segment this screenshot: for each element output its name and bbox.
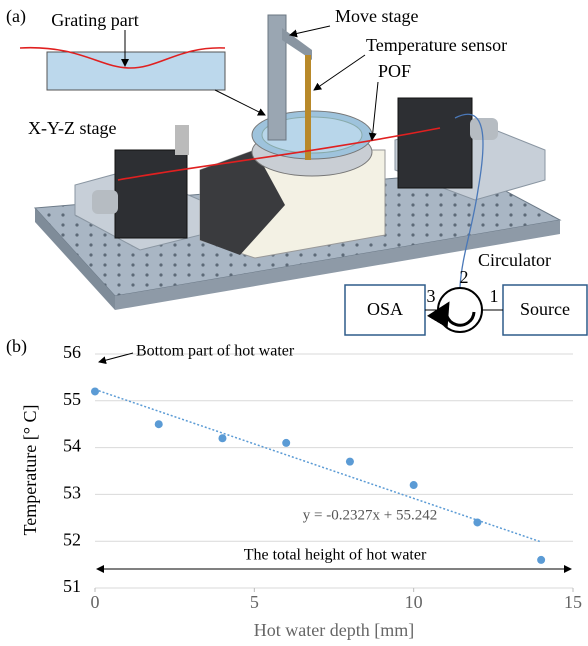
y-tick-label: 52: [63, 529, 81, 549]
data-point: [410, 481, 418, 489]
data-point: [346, 458, 354, 466]
label: Temperature sensor: [366, 35, 507, 55]
y-axis-label: Temperature [° C]: [20, 405, 40, 536]
box-label: Source: [520, 299, 570, 319]
annotation: The total height of hot water: [244, 547, 427, 564]
y-tick-label: 53: [63, 483, 81, 503]
data-point: [218, 434, 226, 442]
figure: (a) Grating part Move stage Temperature …: [0, 0, 588, 646]
panel-label: (b): [6, 336, 27, 357]
x-tick-label: 15: [564, 592, 582, 612]
label: X-Y-Z stage: [28, 118, 116, 138]
data-point: [155, 420, 163, 428]
data-point: [282, 439, 290, 447]
data-point: [537, 556, 545, 564]
port-label: 1: [490, 286, 499, 306]
data-point: [91, 387, 99, 395]
setup-illustration: [20, 15, 587, 335]
trendline-equation: y = -0.2327x + 55.242: [303, 507, 437, 523]
x-tick-label: 0: [91, 592, 100, 612]
x-axis-label: Hot water depth [mm]: [254, 620, 414, 640]
port-label: 3: [427, 286, 436, 306]
port-label: 2: [460, 267, 469, 287]
label: POF: [378, 61, 411, 81]
label: Circulator: [478, 250, 551, 270]
annotation: Bottom part of hot water: [136, 343, 295, 360]
y-tick-label: 54: [63, 436, 81, 456]
y-tick-label: 51: [63, 576, 81, 596]
data-point: [473, 518, 481, 526]
x-tick-label: 10: [405, 592, 423, 612]
chart: (b) Temperature [° C] Hot water depth [m…: [6, 336, 582, 640]
box-label: OSA: [367, 299, 403, 319]
x-tick-label: 5: [250, 592, 259, 612]
label: Grating part: [51, 10, 138, 30]
y-tick-label: 56: [63, 342, 81, 362]
label: Move stage: [335, 6, 418, 26]
panel-label: (a): [6, 6, 26, 27]
y-tick-label: 55: [63, 389, 81, 409]
